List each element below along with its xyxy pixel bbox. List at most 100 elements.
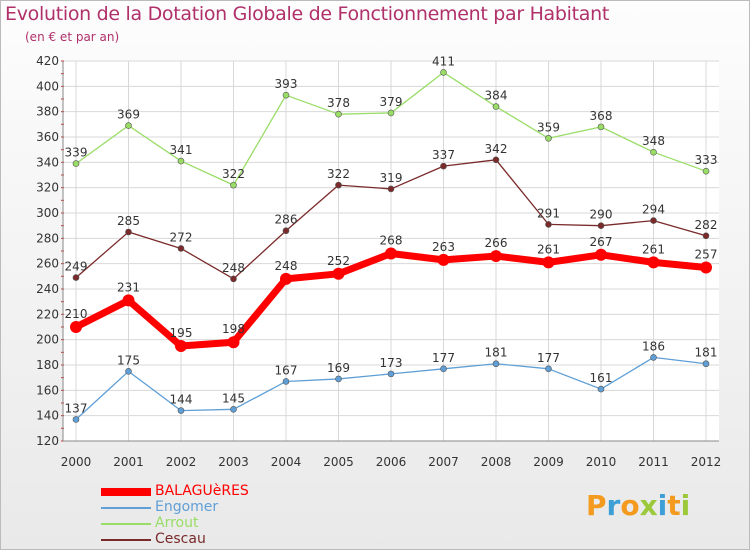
data-point bbox=[702, 167, 710, 175]
data-label: 169 bbox=[327, 361, 350, 375]
x-tick-label: 2001 bbox=[113, 455, 144, 469]
data-point bbox=[230, 275, 237, 283]
data-label: 161 bbox=[590, 371, 613, 385]
y-tick-label: 220 bbox=[36, 307, 59, 321]
x-tick-label: 2005 bbox=[323, 455, 354, 469]
data-point bbox=[437, 253, 450, 266]
data-label: 268 bbox=[380, 234, 403, 248]
data-point bbox=[125, 368, 132, 375]
data-point bbox=[647, 256, 660, 269]
data-label: 286 bbox=[275, 213, 298, 227]
data-point bbox=[597, 222, 605, 229]
y-tick-label: 200 bbox=[36, 333, 59, 347]
data-point bbox=[545, 221, 552, 228]
data-label: 261 bbox=[537, 242, 560, 256]
y-tick-label: 120 bbox=[36, 434, 59, 448]
data-point bbox=[280, 272, 292, 285]
data-label: 272 bbox=[170, 230, 193, 244]
data-point bbox=[492, 156, 500, 164]
data-label: 210 bbox=[65, 307, 88, 321]
data-label: 384 bbox=[485, 89, 508, 103]
y-tick-label: 380 bbox=[36, 105, 59, 119]
proxiti-logo: Proxiti bbox=[586, 489, 691, 522]
data-point bbox=[492, 360, 500, 368]
data-label: 342 bbox=[485, 142, 508, 156]
data-point bbox=[650, 354, 657, 361]
data-label: 282 bbox=[695, 218, 718, 232]
data-label: 261 bbox=[642, 242, 665, 256]
data-point bbox=[387, 370, 395, 378]
x-tick-label: 2011 bbox=[638, 455, 669, 469]
data-point bbox=[440, 69, 447, 76]
data-label: 144 bbox=[170, 393, 193, 407]
data-point bbox=[440, 365, 447, 373]
y-tick-label: 340 bbox=[36, 155, 59, 169]
data-point bbox=[72, 160, 80, 167]
data-point bbox=[335, 110, 342, 118]
data-label: 411 bbox=[432, 54, 455, 68]
data-label: 393 bbox=[275, 77, 298, 91]
data-label: 337 bbox=[432, 148, 455, 162]
data-point bbox=[282, 91, 290, 99]
x-tick-label: 2008 bbox=[481, 455, 512, 469]
y-tick-label: 300 bbox=[36, 206, 59, 220]
legend-swatch bbox=[101, 539, 151, 541]
data-point bbox=[387, 109, 395, 117]
legend-label: Cescau bbox=[155, 531, 206, 547]
data-label: 177 bbox=[432, 351, 455, 365]
data-point bbox=[282, 378, 290, 385]
data-label: 167 bbox=[275, 363, 298, 377]
data-point bbox=[440, 162, 447, 170]
data-label: 333 bbox=[695, 153, 718, 167]
chart-title: Evolution de la Dotation Globale de Fonc… bbox=[5, 3, 610, 25]
data-label: 231 bbox=[117, 280, 140, 294]
data-point bbox=[230, 406, 237, 413]
data-point bbox=[282, 227, 290, 235]
data-label: 257 bbox=[695, 247, 718, 261]
x-tick-label: 2000 bbox=[61, 455, 92, 469]
legend-swatch bbox=[101, 507, 151, 509]
y-tick-label: 320 bbox=[36, 181, 59, 195]
legend-swatch bbox=[101, 523, 151, 525]
data-point bbox=[177, 407, 185, 414]
data-label: 285 bbox=[117, 214, 140, 228]
x-tick-label: 2004 bbox=[271, 455, 302, 469]
data-label: 294 bbox=[642, 203, 665, 217]
x-tick-label: 2009 bbox=[533, 455, 564, 469]
data-point bbox=[332, 267, 345, 280]
data-label: 319 bbox=[380, 171, 403, 185]
data-label: 181 bbox=[695, 346, 718, 360]
data-point bbox=[230, 181, 237, 189]
data-label: 198 bbox=[222, 322, 245, 336]
data-point bbox=[335, 181, 342, 189]
data-label: 195 bbox=[170, 326, 193, 340]
data-point bbox=[702, 232, 710, 240]
data-point bbox=[125, 228, 132, 236]
data-label: 379 bbox=[380, 95, 403, 109]
y-tick-label: 140 bbox=[36, 409, 59, 423]
data-point bbox=[387, 185, 395, 193]
data-point bbox=[385, 247, 397, 260]
data-label: 145 bbox=[222, 391, 245, 405]
x-tick-label: 2002 bbox=[166, 455, 197, 469]
data-point bbox=[545, 134, 552, 142]
legend-label: Arrout bbox=[155, 515, 199, 531]
data-label: 137 bbox=[65, 401, 88, 415]
data-point bbox=[490, 250, 502, 263]
data-point bbox=[177, 245, 185, 252]
y-tick-label: 160 bbox=[36, 383, 59, 397]
data-label: 266 bbox=[485, 236, 508, 250]
data-label: 291 bbox=[537, 206, 560, 220]
data-label: 186 bbox=[642, 339, 665, 353]
data-label: 173 bbox=[380, 356, 403, 370]
data-label: 359 bbox=[537, 120, 560, 134]
data-label: 368 bbox=[590, 109, 613, 123]
data-label: 369 bbox=[117, 108, 140, 122]
y-tick-label: 400 bbox=[36, 79, 59, 93]
data-label: 248 bbox=[275, 259, 298, 273]
data-point bbox=[72, 416, 80, 423]
data-point bbox=[702, 360, 710, 368]
y-tick-label: 180 bbox=[36, 358, 59, 372]
data-label: 267 bbox=[590, 235, 613, 249]
